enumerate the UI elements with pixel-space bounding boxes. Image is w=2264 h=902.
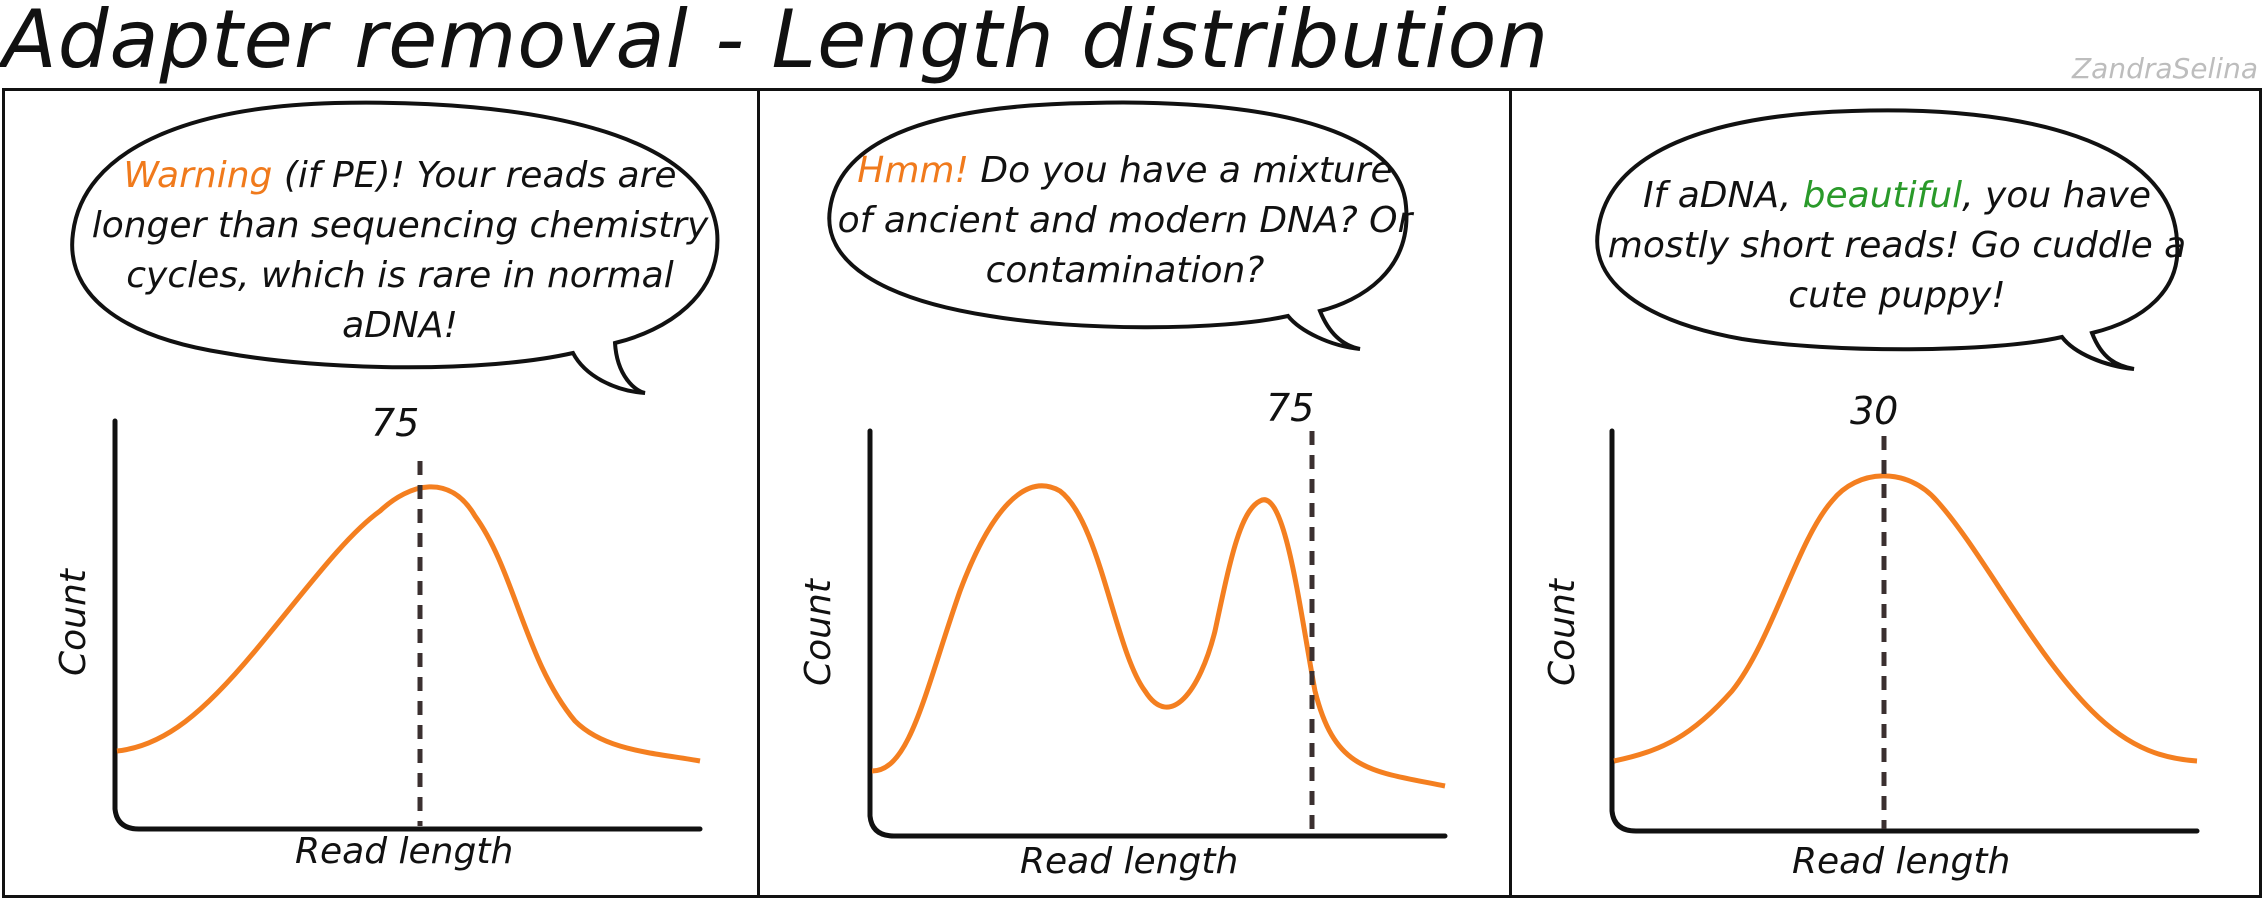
bubble-highlight: beautiful — [1802, 175, 1963, 216]
bubble-pre: If aDNA, — [1643, 175, 1803, 216]
distribution-curve — [116, 484, 701, 764]
y-axis — [112, 418, 703, 832]
y-axis-label: Count — [798, 579, 839, 686]
speech-bubble — [827, 100, 1409, 351]
panel-pe-warning: Warning (if PE)! Your reads are longer t… — [2, 88, 760, 898]
page-title: Adapter removal - Length distribution — [2, 0, 1550, 86]
distribution-curve — [1613, 473, 2198, 764]
panel-3-drawing — [1595, 108, 2200, 834]
distribution-curve — [871, 483, 1446, 789]
peak-label: 30 — [1850, 389, 1899, 433]
x-axis-label: Read length — [1792, 841, 2011, 882]
panel-short-reads: If aDNA, beautiful, you have mostly shor… — [1509, 88, 2262, 898]
bubble-body: (if PE)! Your reads are longer than sequ… — [91, 155, 709, 346]
bubble-highlight: Warning — [123, 155, 273, 196]
speech-bubble — [70, 100, 720, 395]
panel-2-drawing — [827, 100, 1448, 839]
bubble-text: Hmm! Do you have a mixture of ancient an… — [835, 146, 1415, 296]
x-axis-label: Read length — [1020, 841, 1239, 882]
peak-label: 75 — [371, 401, 420, 445]
peak-label: 75 — [1266, 386, 1315, 430]
panel-mixture: Hmm! Do you have a mixture of ancient an… — [757, 88, 1512, 898]
panel-1-drawing — [70, 100, 720, 832]
y-axis-label: Count — [1542, 579, 1583, 686]
y-axis — [867, 428, 1448, 839]
speech-bubble — [1595, 108, 2180, 371]
y-axis — [1609, 428, 2200, 834]
y-axis-label: Count — [53, 569, 94, 676]
artist-signature: ZandraSelina — [2072, 52, 2258, 85]
bubble-text: Warning (if PE)! Your reads are longer t… — [85, 151, 715, 351]
bubble-text: If aDNA, beautiful, you have mostly shor… — [1607, 171, 2187, 321]
bubble-body: Do you have a mixture of ancient and mod… — [837, 150, 1413, 291]
bubble-body: , you have mostly short reads! Go cuddle… — [1607, 175, 2187, 316]
x-axis-label: Read length — [295, 831, 514, 872]
bubble-highlight: Hmm! — [857, 150, 969, 191]
